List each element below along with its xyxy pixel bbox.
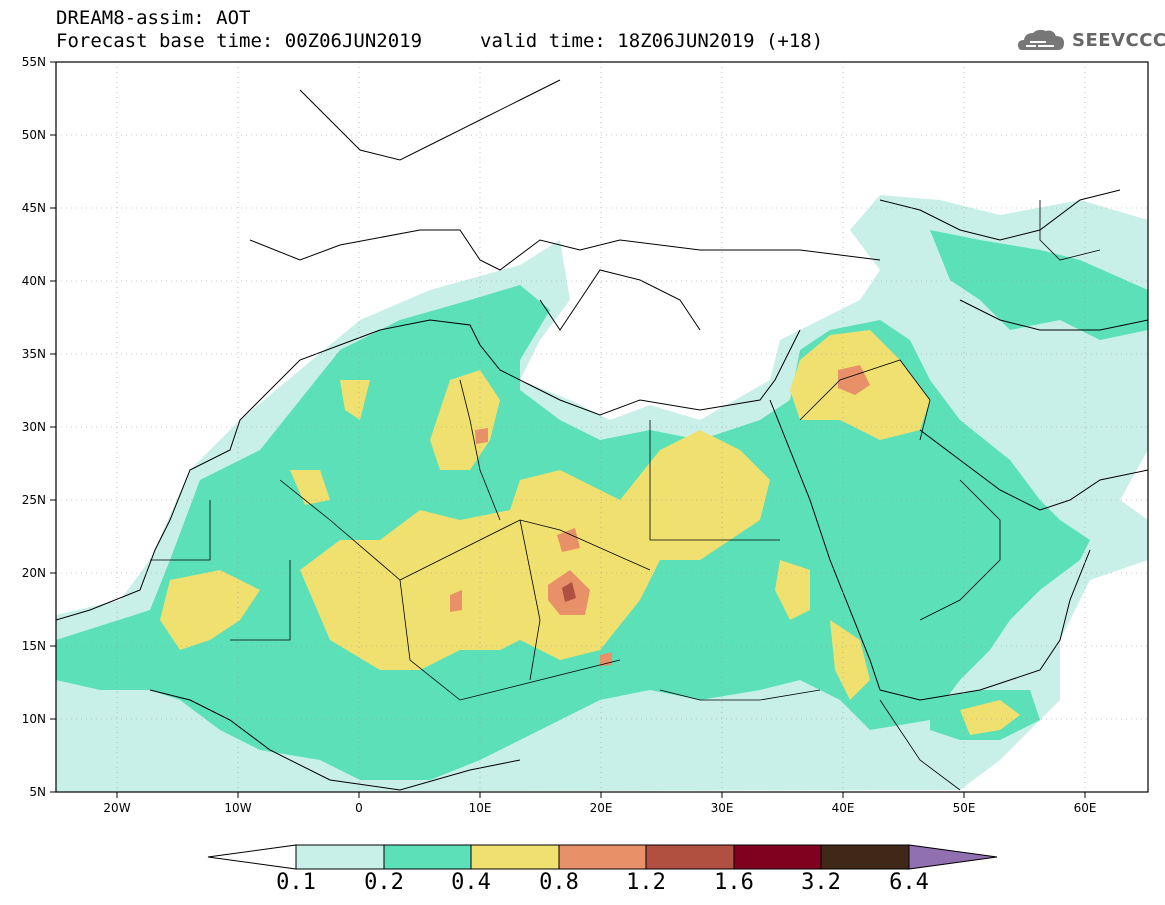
cloud-logo-icon: [1018, 29, 1064, 50]
valid-time: valid time: 18Z06JUN2019 (+18): [480, 30, 824, 52]
colorbar-label: 0.8: [539, 870, 579, 895]
lat-label: 55N: [22, 55, 46, 69]
aot-level-0.4: [290, 470, 330, 505]
grid-lines: [56, 62, 1148, 792]
lon-label: 30E: [711, 801, 734, 815]
lon-label: 10E: [469, 801, 492, 815]
colorbar-label: 0.1: [276, 870, 316, 895]
lon-label: 20W: [103, 801, 130, 815]
lat-label: 15N: [22, 639, 46, 653]
lat-label: 40N: [22, 274, 46, 288]
colorbar-label: 1.6: [714, 870, 754, 895]
aot-level-0.4: [830, 620, 870, 700]
lat-label: 30N: [22, 420, 46, 434]
aot-level-0.8: [450, 590, 462, 612]
tick-marks: [50, 61, 1086, 798]
lat-label: 25N: [22, 493, 46, 507]
forecast-base-time: Forecast base time: 00Z06JUN2019: [56, 30, 423, 52]
colorbar-label: 3.2: [801, 870, 841, 895]
colorbar-bin-6: [820, 844, 910, 870]
colorbar-bin-1: [383, 844, 472, 870]
colorbar-bin-0: [295, 844, 385, 870]
lat-label: 20N: [22, 566, 46, 580]
aot-level-1.2: [562, 582, 576, 602]
lon-label: 0: [355, 801, 363, 815]
lat-label: 35N: [22, 347, 46, 361]
colorbar-label: 0.2: [364, 870, 404, 895]
lon-label: 40E: [832, 801, 855, 815]
colorbar-bin-2: [470, 844, 560, 870]
lat-label: 50N: [22, 128, 46, 142]
aot-level-0.4: [430, 370, 500, 470]
colorbar: [207, 844, 998, 870]
colorbar-bin-5: [733, 844, 822, 870]
lon-label: 50E: [953, 801, 976, 815]
aot-field: [56, 195, 1148, 792]
coastlines: [56, 79, 1148, 791]
colorbar-over-arrow: [908, 844, 998, 870]
lat-label: 10N: [22, 712, 46, 726]
aot-level-0.4: [340, 380, 370, 420]
aot-level-0.4: [160, 570, 260, 650]
country-borders: [150, 200, 1101, 791]
lon-label: 10W: [224, 801, 251, 815]
colorbar-label: 1.2: [626, 870, 666, 895]
lat-label: 5N: [29, 785, 46, 799]
aot-level-0.8: [475, 428, 488, 444]
aot-level-0.8: [557, 528, 580, 552]
lon-label: 60E: [1074, 801, 1097, 815]
lat-label: 45N: [22, 201, 46, 215]
colorbar-label: 0.4: [451, 870, 491, 895]
aot-level-0.4: [960, 700, 1020, 735]
lat-tick-labels: 5N 10N 15N 20N 25N 30N 35N 40N 45N 50N 5…: [22, 55, 46, 799]
map-title: DREAM8-assim: AOT: [56, 7, 251, 29]
colorbar-label: 6.4: [889, 870, 929, 895]
colorbar-bin-4: [645, 844, 735, 870]
aot-level-0.4: [300, 430, 770, 670]
colorbar-under-arrow: [207, 844, 297, 870]
lon-tick-labels: 20W 10W 0 10E 20E 30E 40E 50E 60E: [103, 801, 1096, 815]
logo-text: SEEVCCC: [1072, 30, 1165, 51]
aot-level-0.2: [930, 230, 1148, 340]
lon-label: 20E: [590, 801, 613, 815]
colorbar-bin-3: [558, 844, 647, 870]
aot-level-0.4: [775, 560, 810, 620]
